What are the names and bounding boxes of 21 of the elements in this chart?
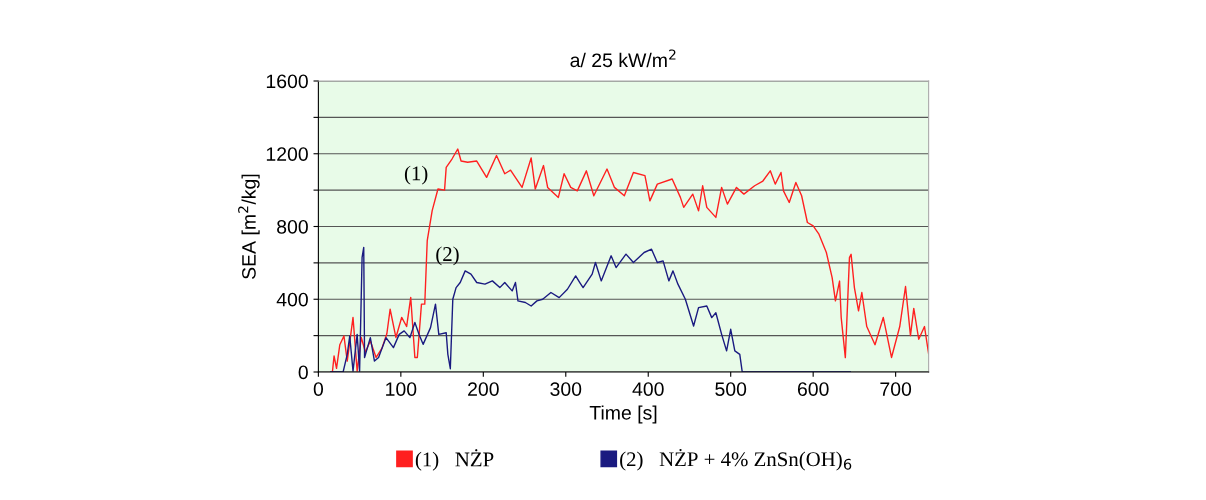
annotation: (2) [436, 246, 459, 266]
y-tick-label: 0 [298, 365, 308, 380]
y-tick-label: 400 [276, 292, 308, 307]
chart-title: a/ 25 kW/m$^{2}$ [570, 49, 676, 68]
y-tick-label: 1200 [266, 147, 308, 161]
y-tick-label: 1600 [266, 74, 308, 89]
x-tick-label: 0 [313, 382, 324, 396]
x-tick-label: 600 [797, 382, 829, 396]
legend-label: (2) NŻP + 4% ZnSn(OH)$_{6}$ [620, 448, 852, 471]
annotation: (1) [404, 165, 428, 185]
x-tick-label: 500 [715, 382, 747, 396]
x-tick-label: 700 [880, 382, 912, 396]
x-tick-label: 400 [632, 382, 664, 396]
legend-label: (1) NŻP [415, 449, 494, 471]
y-axis-title: SEA [m$^{2}$/kg] [238, 174, 260, 279]
x-tick-label: 200 [468, 382, 499, 396]
line-series [331, 148, 929, 372]
x-tick-label: 300 [550, 382, 582, 396]
x-tick-label: 100 [386, 382, 417, 396]
y-tick-label: 800 [277, 219, 308, 234]
x-axis-title: Time [s] [589, 405, 657, 424]
